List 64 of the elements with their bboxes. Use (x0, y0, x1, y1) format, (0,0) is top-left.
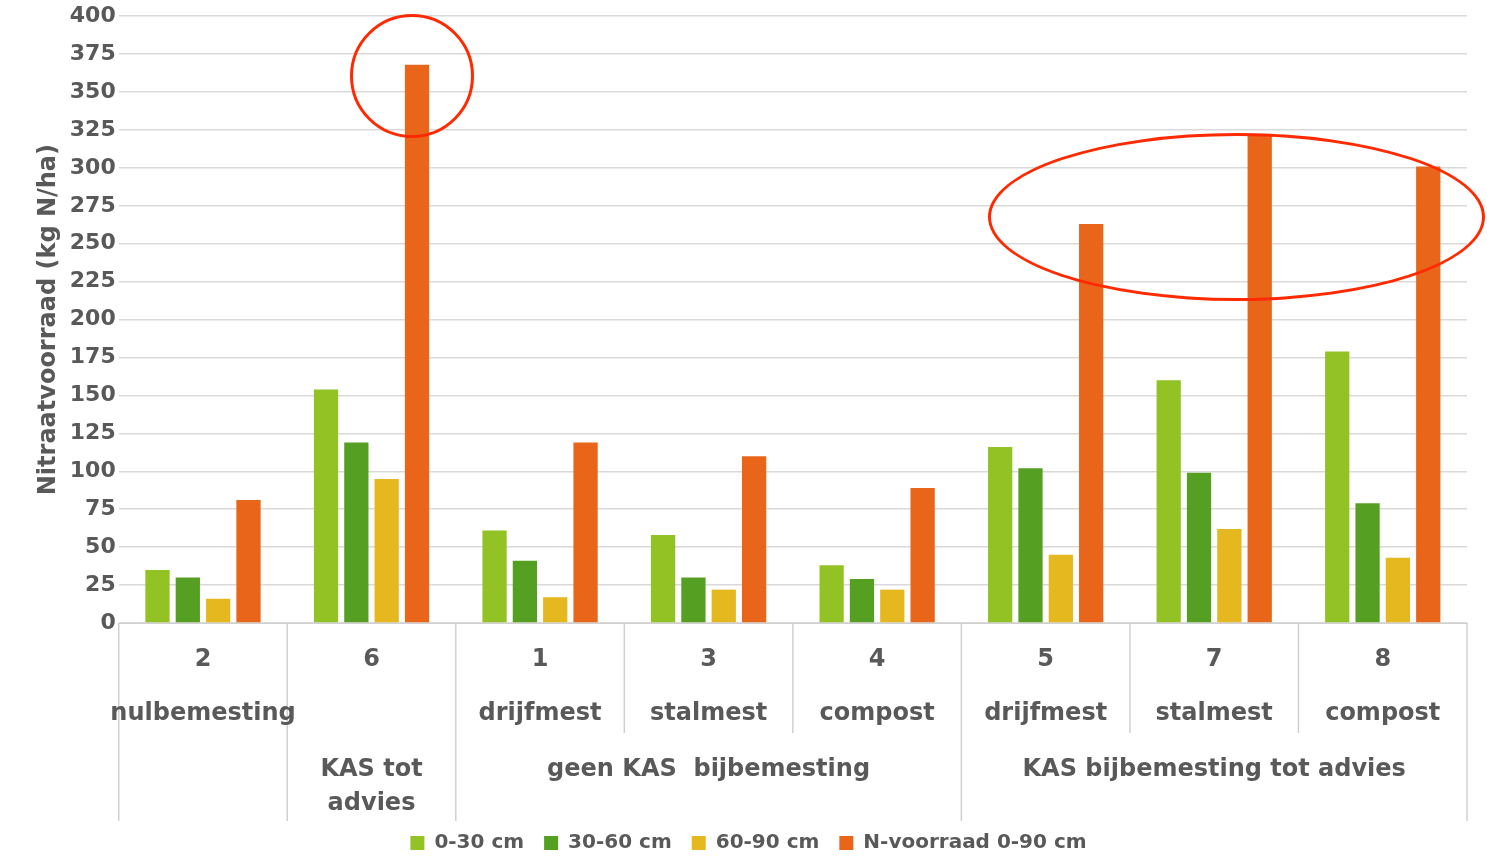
y-tick-label: 400 (69, 1, 116, 27)
bar (1156, 380, 1181, 623)
text: KAS bijbemesting tot advies (1022, 754, 1406, 783)
bar (1217, 528, 1242, 623)
y-tick-label: 50 (85, 532, 116, 558)
bar (849, 579, 875, 623)
x-tick-label: 8 compost (1325, 644, 1441, 727)
bar (145, 569, 170, 623)
y-tick-label: 350 (69, 77, 116, 103)
bar (910, 487, 935, 623)
y-tick-label: 175 (69, 343, 116, 369)
y-tick-label: 0 (100, 608, 116, 634)
x-tick-label: 4 compost (819, 644, 935, 727)
x-tick-label: 7 stalmest (1155, 644, 1273, 727)
bar (374, 478, 399, 623)
bar (236, 500, 261, 623)
legend-label: 0-30 cm (434, 829, 525, 854)
x-tick-label: 5 drijfmest (984, 644, 1108, 727)
y-tick-label: 125 (69, 419, 116, 445)
bar (1355, 503, 1380, 623)
legend-label: N-voorraad 0-90 cm (863, 829, 1087, 854)
y-tick-label: 300 (69, 153, 116, 179)
bar (1325, 351, 1350, 623)
bar (1247, 136, 1272, 623)
bar (512, 560, 538, 623)
x-tick-label: 6 (363, 644, 380, 673)
bar (741, 456, 767, 623)
y-tick-label: 75 (85, 494, 116, 520)
bar (482, 530, 507, 623)
y-axis-title: Nitraatvoorraad (kg N/ha) (32, 143, 61, 496)
y-tick-label: 250 (69, 229, 116, 255)
x-tick-label: 2 nulbemesting (110, 644, 296, 727)
y-tick-label: 275 (69, 191, 116, 217)
y-tick-label: 150 (69, 381, 116, 407)
bar (819, 565, 844, 623)
x-tick-label: 3 stalmest (649, 644, 768, 727)
bar (1048, 554, 1073, 623)
bar (344, 442, 369, 623)
bar (1186, 472, 1212, 623)
bar (650, 535, 676, 623)
bar (681, 577, 706, 623)
bar (573, 442, 598, 623)
legend-label: 30-60 cm (568, 829, 672, 854)
bar (1079, 224, 1104, 623)
text: geen KAS bijbemesting (547, 754, 871, 783)
text: KAS tot advies (320, 754, 423, 817)
bar (988, 447, 1013, 623)
y-tick-label: 325 (69, 115, 116, 141)
bar (206, 598, 231, 623)
bar (175, 577, 200, 623)
y-tick-label: 100 (69, 457, 116, 483)
bar (880, 589, 905, 623)
legend-label: 60-90 cm (715, 829, 820, 854)
bar (404, 64, 430, 623)
bar (1416, 166, 1441, 623)
y-tick-label: 225 (69, 267, 116, 293)
y-tick-label: 25 (85, 570, 116, 596)
bar (313, 389, 339, 623)
y-tick-label: 200 (69, 305, 116, 331)
bar (1385, 557, 1411, 623)
bar (543, 597, 568, 623)
bar (1018, 468, 1043, 623)
y-tick-label: 375 (69, 39, 116, 65)
bar (711, 589, 736, 623)
